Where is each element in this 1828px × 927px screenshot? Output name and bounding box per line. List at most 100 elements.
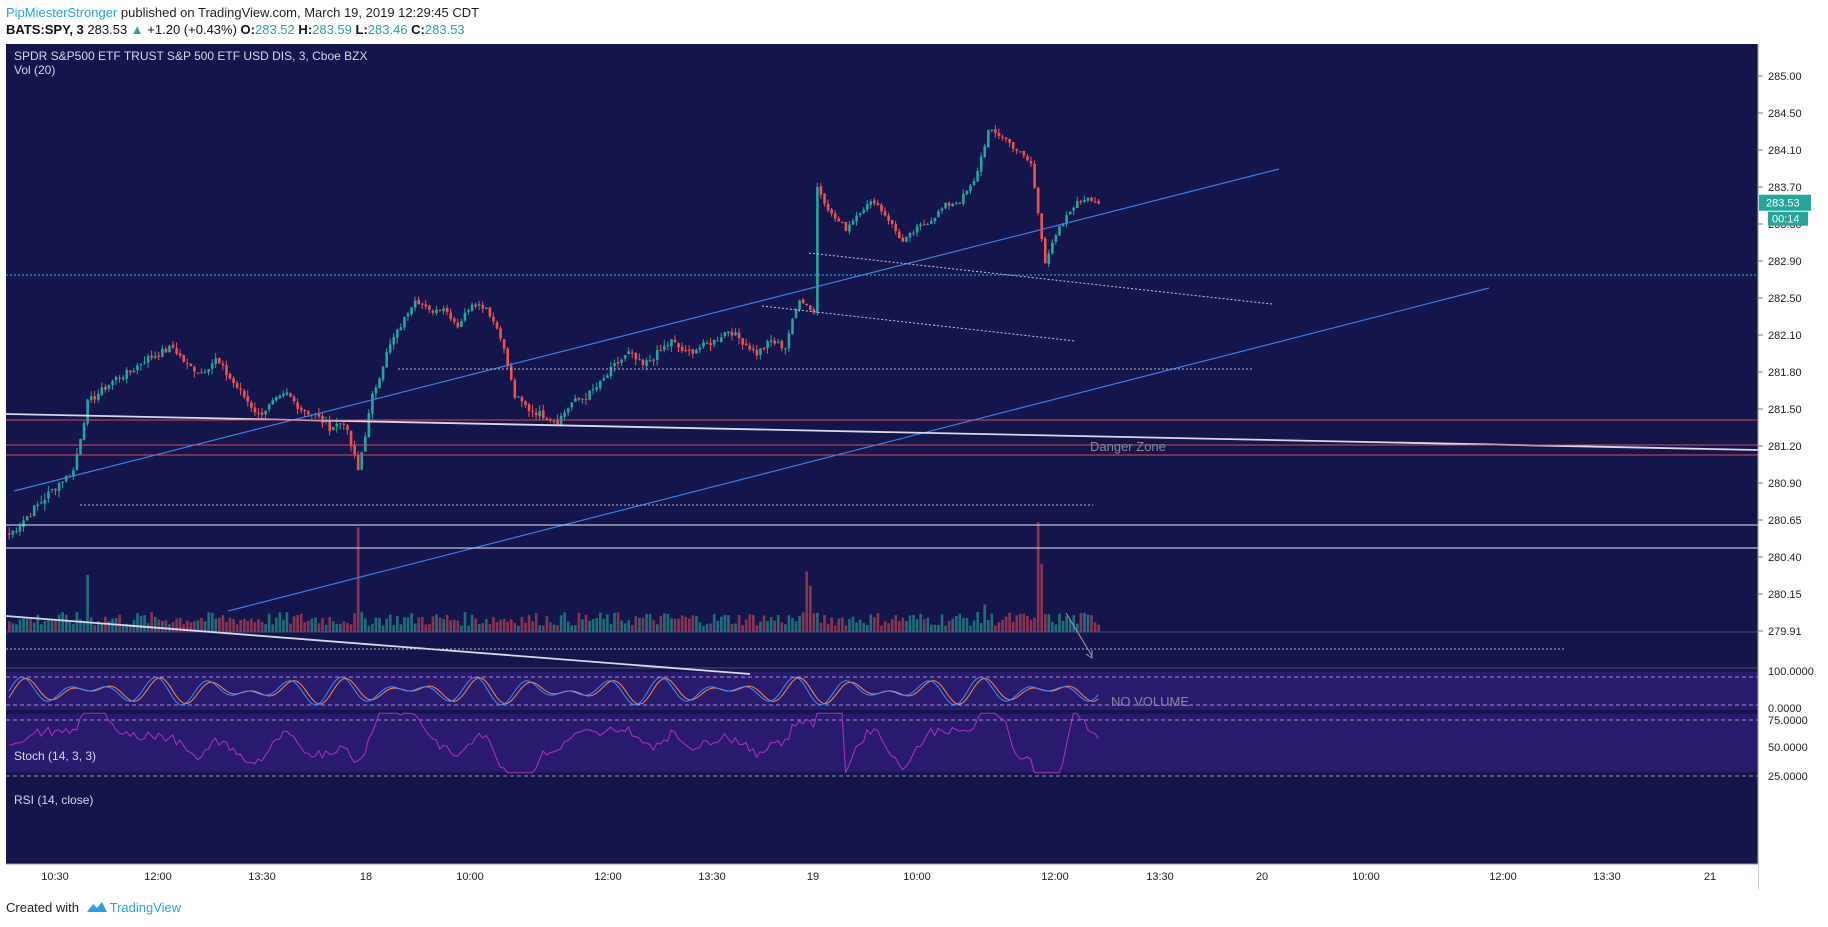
candle	[43, 499, 47, 504]
price-tick-label: 280.40	[1768, 552, 1802, 564]
candle	[168, 346, 171, 353]
candle	[467, 310, 470, 312]
candle	[954, 203, 958, 205]
volume-bar	[862, 623, 865, 632]
volume-bar	[8, 621, 11, 632]
volume-bar	[1086, 614, 1090, 632]
candle	[275, 397, 278, 401]
candle	[784, 348, 787, 350]
volume-bar	[951, 618, 954, 632]
volume-bar	[531, 621, 534, 632]
candle	[178, 353, 182, 356]
volume-bar	[193, 621, 196, 632]
candle	[534, 412, 538, 416]
author-link[interactable]: PipMiesterStronger	[6, 5, 118, 20]
candle	[22, 520, 25, 527]
volume-bar	[517, 625, 520, 632]
candle	[584, 398, 588, 400]
price-tick-label: 280.15	[1768, 589, 1802, 601]
candle	[289, 393, 292, 397]
candle	[139, 364, 143, 366]
candle	[111, 380, 114, 386]
candle	[627, 351, 631, 355]
candle	[940, 208, 944, 211]
candle	[1051, 242, 1054, 254]
candle	[1008, 138, 1011, 143]
volume-bar	[833, 625, 837, 632]
candle	[545, 418, 549, 420]
candle	[680, 346, 684, 351]
volume-bar	[413, 623, 417, 632]
candle	[1083, 199, 1086, 202]
candle	[655, 350, 659, 361]
volume-bar	[769, 617, 773, 632]
volume-bar	[648, 613, 652, 632]
candle	[385, 351, 388, 368]
candle	[232, 378, 235, 383]
volume-bar	[545, 615, 549, 632]
candle	[221, 363, 225, 366]
volume-bar	[118, 614, 121, 632]
price-axis-bg	[1758, 44, 1828, 890]
volume-bar	[584, 614, 588, 632]
candle	[983, 146, 987, 158]
candle	[61, 481, 64, 483]
volume-bar	[1015, 615, 1019, 632]
candle	[883, 211, 887, 216]
volume-bar	[816, 612, 819, 632]
candle	[371, 393, 374, 414]
candle	[54, 488, 57, 491]
candle	[388, 344, 392, 353]
candle	[210, 363, 214, 369]
tradingview-link[interactable]: TradingView	[109, 900, 182, 915]
volume-bar	[1043, 613, 1047, 632]
chart-canvas[interactable]: 285.00284.50284.10283.70283.30282.90282.…	[0, 42, 1828, 895]
candle	[1058, 226, 1061, 236]
candle	[766, 341, 769, 349]
volume-bar	[819, 622, 823, 632]
volume-bar	[844, 625, 848, 632]
volume-bar	[178, 617, 182, 632]
volume-bar	[538, 625, 542, 632]
candle	[873, 200, 876, 204]
volume-bar	[595, 617, 598, 632]
volume-bar	[22, 616, 25, 632]
volume-bar	[296, 615, 299, 632]
volume-bar	[869, 614, 873, 632]
candle	[453, 318, 456, 322]
volume-bar	[958, 613, 962, 632]
volume-bar	[655, 624, 659, 632]
volume-bar	[712, 613, 716, 632]
candle	[894, 224, 898, 231]
candle	[684, 349, 687, 351]
candle	[114, 376, 118, 381]
candle	[702, 342, 705, 347]
price-tick-label: 283.70	[1768, 182, 1802, 194]
candle	[890, 220, 894, 224]
volume-bar	[356, 527, 360, 632]
low-label: L:	[355, 22, 368, 37]
candle	[908, 233, 912, 238]
candle	[666, 345, 670, 347]
candle	[246, 396, 250, 402]
candle	[364, 436, 367, 452]
volume-bar	[285, 612, 289, 632]
candle	[1022, 150, 1026, 156]
volume-bar	[371, 623, 374, 632]
volume-bar	[1040, 563, 1043, 632]
volume-bar	[275, 617, 278, 632]
candle	[759, 348, 762, 355]
volume-bar	[1097, 624, 1100, 632]
volume-bar	[367, 625, 371, 632]
rsi-label: RSI (14, close)	[14, 793, 93, 807]
candle	[581, 398, 584, 400]
volume-bar	[805, 571, 809, 632]
candles	[8, 124, 1100, 540]
candle	[485, 307, 488, 309]
volume-bar	[659, 615, 663, 632]
candle	[346, 425, 349, 431]
indicator-level-label: 100.0000	[1768, 666, 1814, 678]
candle	[32, 505, 36, 516]
candle	[762, 347, 766, 349]
volume-bar	[125, 623, 129, 632]
